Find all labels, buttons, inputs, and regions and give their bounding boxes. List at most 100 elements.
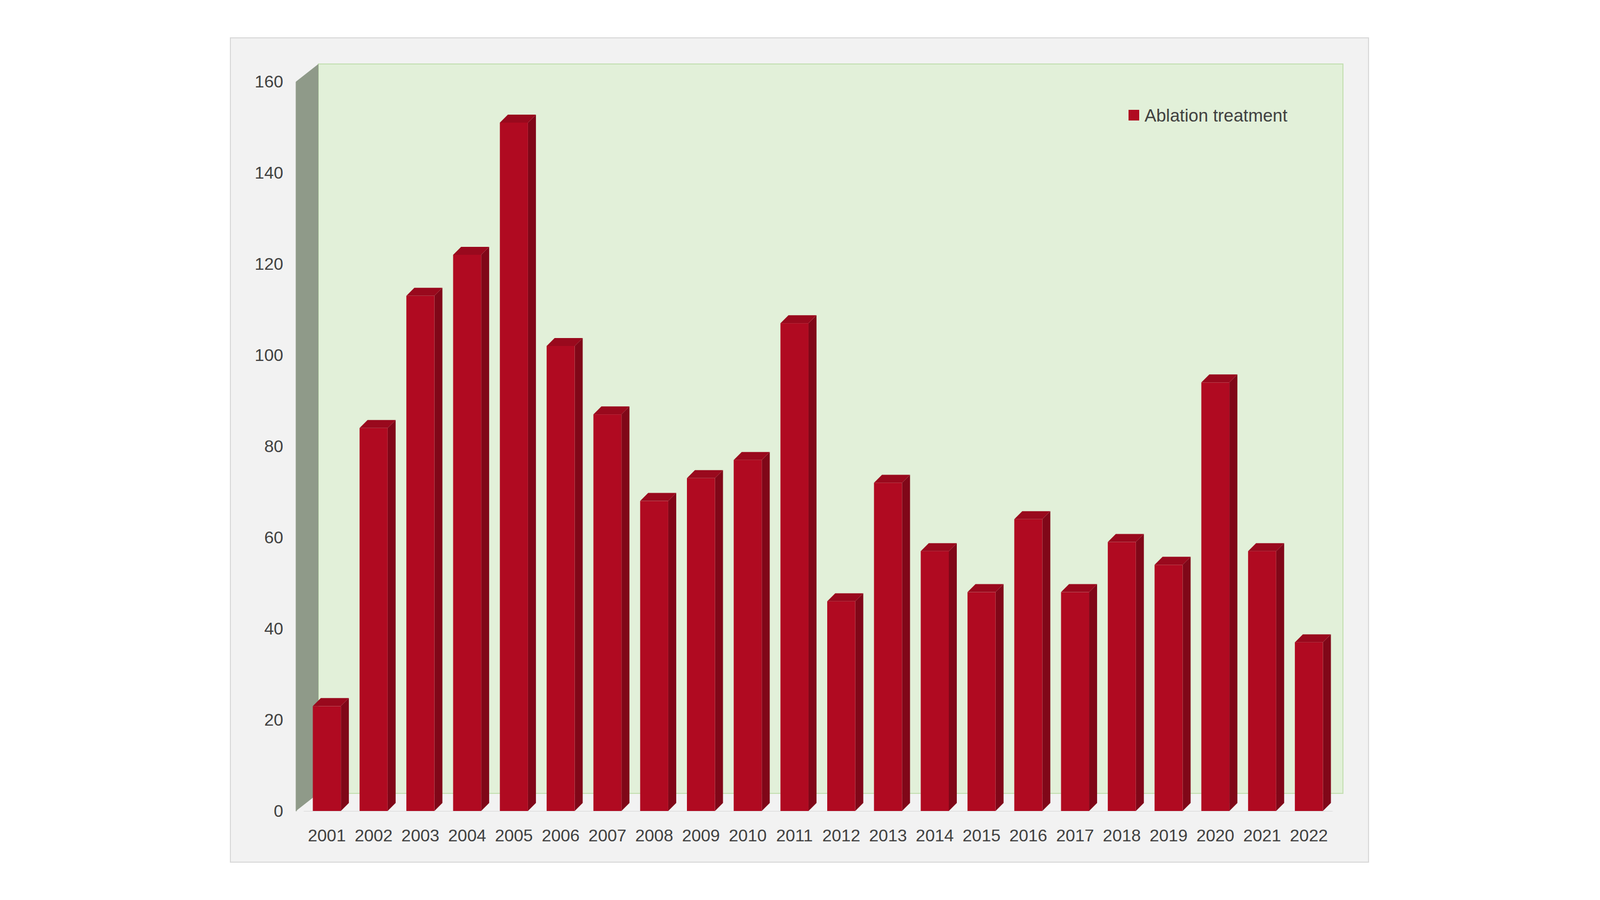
bar-group [640, 493, 677, 812]
x-tick: 2018 [1102, 811, 1141, 846]
bar-side [808, 315, 817, 812]
x-tick-label: 2003 [401, 826, 440, 846]
bar-side [528, 114, 536, 812]
bar [827, 601, 856, 812]
x-tick-label: 2012 [822, 826, 861, 846]
bar-top [546, 338, 583, 347]
x-tick-label: 2014 [915, 826, 954, 846]
y-tick-label: 60 [264, 528, 284, 548]
bar [1107, 542, 1136, 812]
x-tick-label: 2010 [728, 826, 767, 846]
bar [1154, 564, 1183, 812]
y-tick: 100 [254, 345, 296, 365]
bar-group [1201, 374, 1238, 812]
x-tick-label: 2016 [1009, 826, 1047, 846]
bar-top [499, 114, 536, 123]
bar-group [1294, 634, 1332, 812]
x-tick: 2014 [915, 811, 954, 846]
bar [920, 551, 949, 812]
x-tick: 2010 [728, 811, 767, 846]
bar-top [406, 288, 443, 296]
bar-side [434, 288, 443, 812]
bar [453, 254, 482, 812]
bar [1248, 551, 1277, 812]
bar-side [761, 452, 770, 812]
bar-side [715, 470, 724, 812]
bar [780, 323, 809, 812]
bar-group [1060, 584, 1098, 812]
x-tick: 2009 [682, 811, 720, 846]
legend-swatch [1128, 109, 1140, 121]
bar-side [1229, 374, 1238, 812]
bar [499, 122, 528, 812]
y-tick-label: 20 [264, 710, 284, 730]
x-tick-label: 2018 [1102, 826, 1141, 846]
bar-top [827, 593, 864, 602]
bar [313, 706, 342, 812]
x-tick: 2019 [1149, 811, 1188, 846]
bar-group [874, 474, 911, 812]
bar-side [901, 474, 910, 812]
y-tick-label: 80 [264, 436, 284, 456]
y-tick-label: 40 [264, 619, 284, 639]
y-tick-label: 100 [254, 345, 284, 365]
bar-top [359, 420, 396, 429]
x-tick: 2020 [1196, 811, 1235, 846]
bar-side [1182, 556, 1191, 812]
x-tick: 2004 [448, 811, 486, 846]
bar-side [1276, 543, 1285, 812]
bar-top [920, 543, 957, 552]
bar-side [340, 698, 349, 812]
x-tick-label: 2004 [448, 826, 486, 846]
bar-group [453, 246, 490, 812]
x-tick: 2015 [962, 811, 1001, 846]
bar-side [621, 406, 630, 812]
bar-group [313, 698, 350, 812]
bar-top [967, 584, 1004, 593]
x-tick-label: 2009 [682, 826, 720, 846]
bar-group [733, 452, 771, 812]
y-axis: 020406080100120140160 [254, 72, 297, 821]
x-tick: 2016 [1009, 811, 1047, 846]
x-tick-label: 2013 [868, 826, 907, 846]
bar [406, 296, 435, 812]
bar-top [686, 470, 724, 479]
x-tick-label: 2008 [635, 826, 674, 846]
x-tick-label: 2021 [1243, 826, 1282, 846]
x-tick: 2021 [1243, 811, 1282, 846]
bar-group [359, 420, 396, 812]
x-tick: 2007 [588, 811, 627, 846]
legend: Ablation treatment [1128, 105, 1288, 126]
bar-top [1107, 534, 1144, 543]
bar-top [780, 315, 817, 324]
bar [1294, 642, 1324, 812]
bar-top [453, 246, 490, 255]
bar-top [733, 452, 771, 461]
x-tick: 2005 [494, 811, 533, 846]
x-tick: 2022 [1290, 811, 1328, 846]
bar [1014, 519, 1043, 812]
y-tick: 80 [264, 436, 296, 456]
bar-group [920, 543, 957, 812]
x-tick: 2006 [541, 811, 580, 846]
bar-top [1294, 634, 1332, 643]
bar-top [640, 493, 677, 502]
x-tick: 2002 [354, 811, 393, 846]
y-tick-label: 120 [254, 254, 284, 274]
bar [967, 592, 996, 812]
y-tick: 120 [254, 254, 296, 274]
x-tick-label: 2002 [354, 826, 393, 846]
bar [593, 414, 622, 812]
bar-side [855, 593, 864, 812]
bar-group [406, 288, 443, 812]
bar-group [686, 470, 724, 812]
bar-side [668, 493, 677, 812]
bar-top [593, 406, 630, 415]
bar-group [827, 593, 864, 812]
x-tick: 2001 [307, 811, 346, 846]
x-tick-label: 2017 [1056, 826, 1094, 846]
bar [359, 428, 388, 812]
bar-side [387, 420, 396, 812]
bar [874, 482, 903, 812]
bars [313, 114, 1332, 812]
